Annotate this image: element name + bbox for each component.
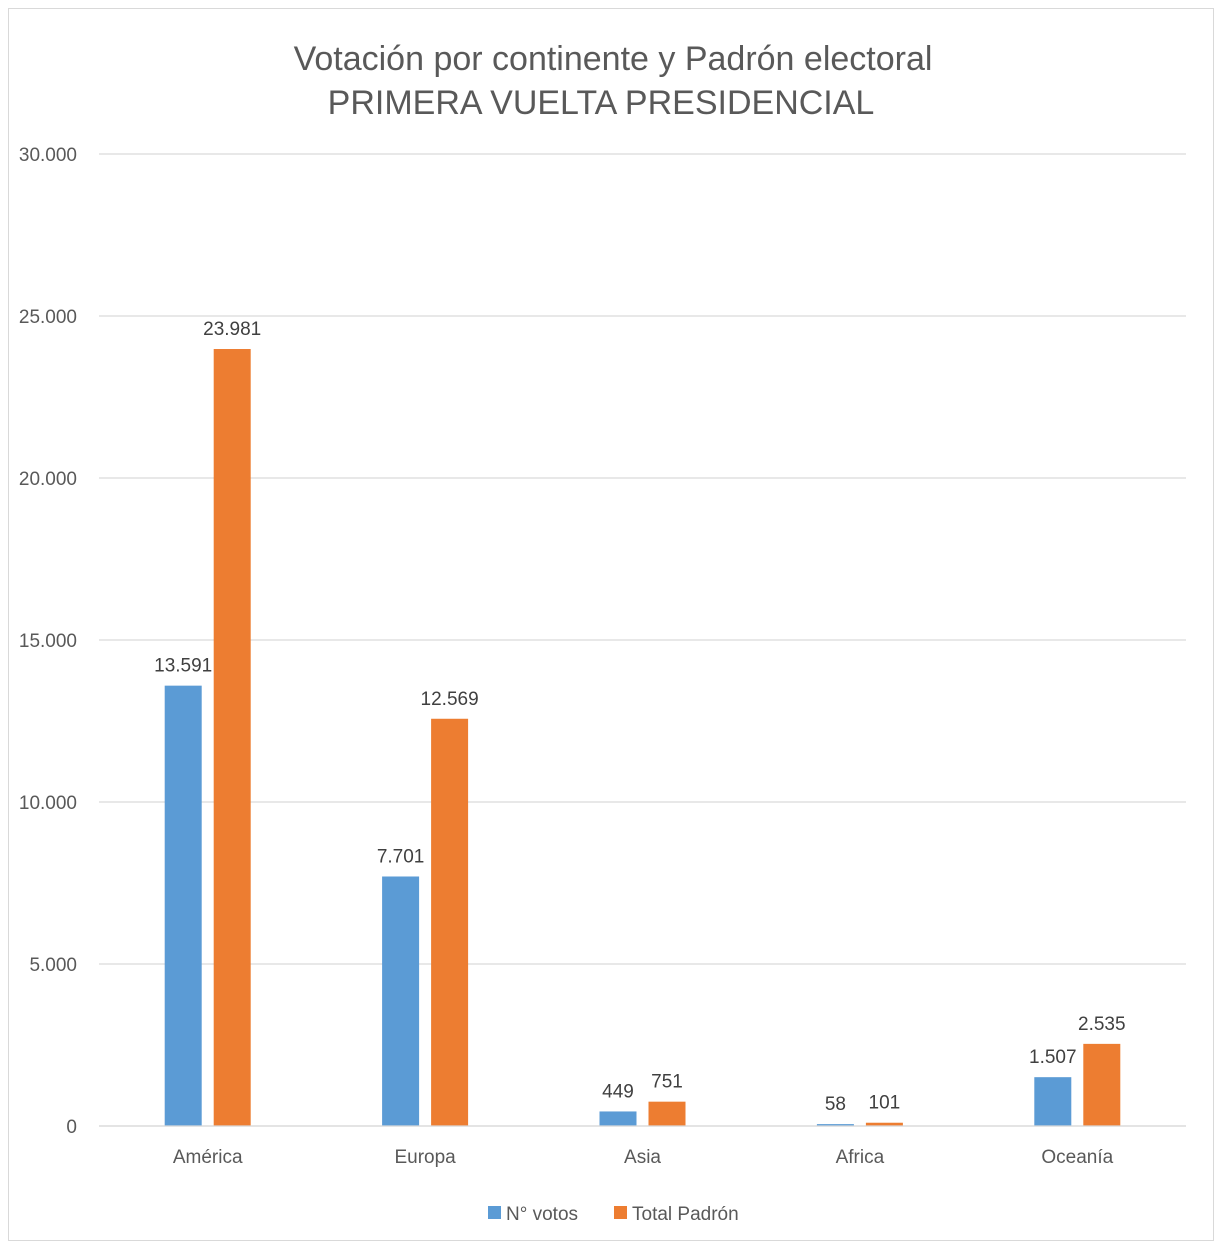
data-label: 449 [602,1081,634,1102]
y-tick-label: 25.000 [19,307,77,328]
y-tick-label: 0 [66,1117,77,1138]
y-tick-label: 15.000 [19,631,77,652]
x-tick-label: Africa [836,1147,885,1168]
data-label: 7.701 [377,846,425,867]
chart-title: Votación por continente y Padrón elector… [294,40,933,78]
bar-n-votos [164,685,202,1126]
legend: N° votos Total Padrón [488,1204,739,1225]
bar-total-padron [213,349,251,1126]
bar-total-padron [648,1101,686,1126]
data-label: 751 [651,1072,683,1093]
data-label: 23.981 [203,319,261,340]
data-label: 58 [825,1094,846,1115]
bar-total-padron [1083,1043,1121,1126]
y-tick-label: 10.000 [19,793,77,814]
chart-frame [8,8,1214,1241]
bar-n-votos [1034,1077,1072,1126]
legend-label: N° votos [506,1204,578,1225]
x-axis: América Europa Asia Africa Oceanía [99,1125,1186,1168]
bar-n-votos [382,876,420,1126]
x-tick-label: Asia [624,1147,661,1168]
bar-n-votos [599,1111,637,1126]
bar-total-padron [431,718,469,1126]
bar-total-padron [865,1122,903,1126]
y-tick-label: 5.000 [29,955,77,976]
data-label: 12.569 [421,689,479,710]
x-tick-label: Europa [394,1147,456,1168]
x-tick-label: Oceanía [1041,1147,1113,1168]
x-tick-label: América [173,1147,243,1168]
data-labels: 13.591 23.981 7.701 12.569 449 751 58 101 1.5072… [154,319,1125,1115]
bars [164,349,1121,1126]
y-tick-label: 30.000 [19,145,77,166]
chart-subtitle: PRIMERA VUELTA PRESIDENCIAL [328,84,875,122]
legend-swatch-n-votos [488,1206,501,1219]
y-axis: 0 5.000 10.000 15.000 20.000 25.000 30.000 [19,145,77,1138]
data-label: 1.507 [1029,1047,1077,1068]
legend-swatch-total-padron [614,1206,627,1219]
y-tick-label: 20.000 [19,469,77,490]
data-label: 13.591 [154,656,212,677]
bar-n-votos [816,1124,854,1126]
gridlines [99,153,1186,1127]
data-label: 101 [869,1093,901,1114]
legend-label: Total Padrón [632,1204,739,1225]
data-label: 2.535 [1078,1014,1126,1035]
